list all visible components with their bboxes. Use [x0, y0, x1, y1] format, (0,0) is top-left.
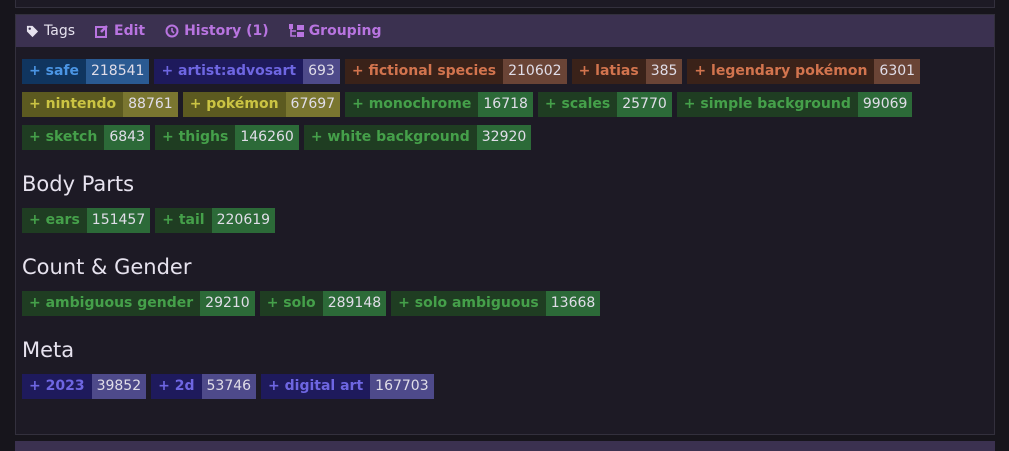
tag-name[interactable]: + ambiguous gender: [22, 291, 201, 316]
tag-general[interactable]: + ambiguous gender 29210: [22, 291, 255, 316]
tag-species[interactable]: + latias 385: [571, 59, 683, 84]
tag-count: 16718: [478, 92, 533, 117]
group-heading: Meta: [22, 338, 75, 362]
edit-icon: [95, 25, 108, 38]
tag-rating[interactable]: + safe 218541: [22, 59, 150, 84]
history-icon: [165, 24, 179, 38]
tag-name[interactable]: + ears: [22, 208, 87, 233]
tags-label: Tags: [44, 23, 75, 39]
tag-count: 151457: [86, 208, 151, 233]
tag-name[interactable]: + white background: [303, 125, 477, 150]
tag-general[interactable]: + white background 32920: [303, 125, 532, 150]
tag-count: 220619: [211, 208, 276, 233]
tag-count: 385: [645, 59, 683, 84]
tag-count: 29210: [200, 291, 255, 316]
tag-list: + safe 218541 + artist:advosart 693 + fictio…: [22, 59, 922, 150]
tag-count: 67697: [285, 92, 341, 117]
tag-origin[interactable]: + nintendo 88761: [22, 92, 178, 117]
tag-name[interactable]: + fictional species: [344, 59, 504, 84]
tag-name[interactable]: + simple background: [676, 92, 858, 117]
tag-count: 6301: [874, 59, 921, 84]
tag-species[interactable]: + fictional species 210602: [344, 59, 567, 84]
tag-count: 210602: [503, 59, 567, 84]
tag-count: 218541: [85, 59, 150, 84]
tag-general[interactable]: + tail 220619: [155, 208, 276, 233]
tag-count: 39852: [91, 374, 147, 399]
tag-origin[interactable]: + pokémon 67697: [182, 92, 341, 117]
tags-panel: Tags Edit History (1) Grouping + safe 218…: [15, 14, 995, 435]
tag-name[interactable]: + pokémon: [182, 92, 286, 117]
next-panel: [15, 441, 995, 451]
tag-general[interactable]: + monochrome 16718: [345, 92, 533, 117]
group-tag-list: + 2023 39852 + 2d 53746 + digital art 167703: [22, 374, 922, 399]
tag-general[interactable]: + scales 25770: [537, 92, 672, 117]
tag-name[interactable]: + sketch: [22, 125, 105, 150]
tag-count: 32920: [476, 125, 532, 150]
tag-meta[interactable]: + 2d 53746: [151, 374, 257, 399]
tag-count: 13668: [545, 291, 601, 316]
tag-name[interactable]: + thighs: [154, 125, 236, 150]
group-tag-list: + ears 151457 + tail 220619: [22, 208, 922, 233]
tags-title: Tags: [26, 23, 75, 39]
tag-meta[interactable]: + 2023 39852: [22, 374, 147, 399]
tag-count: 25770: [617, 92, 672, 117]
tag-icon: [26, 25, 39, 37]
grouping-icon: [288, 24, 304, 37]
history-label: History (1): [184, 23, 269, 39]
tag-name[interactable]: + latias: [571, 59, 646, 84]
edit-label: Edit: [114, 23, 146, 39]
tag-count: 6843: [104, 125, 150, 150]
tag-count: 53746: [201, 374, 257, 399]
tag-general[interactable]: + simple background 99069: [676, 92, 913, 117]
tag-name[interactable]: + safe: [22, 59, 86, 84]
tag-name[interactable]: + 2023: [22, 374, 92, 399]
tag-general[interactable]: + solo 289148: [259, 291, 387, 316]
tag-count: 693: [303, 59, 340, 84]
tag-general[interactable]: + ears 151457: [22, 208, 151, 233]
tag-name[interactable]: + scales: [537, 92, 618, 117]
tag-count: 88761: [123, 92, 178, 117]
tag-general[interactable]: + sketch 6843: [22, 125, 150, 150]
tag-meta[interactable]: + digital art 167703: [261, 374, 434, 399]
tag-artist[interactable]: + artist:advosart 693: [154, 59, 340, 84]
tag-name[interactable]: + tail: [155, 208, 212, 233]
history-link[interactable]: History (1): [165, 23, 269, 39]
tag-count: 99069: [857, 92, 913, 117]
tag-name[interactable]: + solo: [259, 291, 323, 316]
group-tag-list: + ambiguous gender 29210 + solo 289148 + sol…: [22, 291, 922, 316]
tag-name[interactable]: + artist:advosart: [154, 59, 304, 84]
tag-name[interactable]: + 2d: [151, 374, 202, 399]
edit-link[interactable]: Edit: [95, 23, 145, 39]
tag-name[interactable]: + nintendo: [22, 92, 124, 117]
tag-name[interactable]: + legendary pokémon: [687, 59, 875, 84]
previous-panel: [15, 0, 995, 8]
tag-name[interactable]: + solo ambiguous: [391, 291, 546, 316]
tag-name[interactable]: + digital art: [261, 374, 371, 399]
tag-count: 289148: [322, 291, 387, 316]
group-heading: Body Parts: [22, 172, 135, 196]
tag-name[interactable]: + monochrome: [345, 92, 479, 117]
tag-count: 167703: [370, 374, 434, 399]
grouping-link[interactable]: Grouping: [288, 23, 382, 39]
tag-species[interactable]: + legendary pokémon 6301: [687, 59, 921, 84]
tags-header: Tags Edit History (1) Grouping: [16, 15, 994, 47]
group-heading: Count & Gender: [22, 255, 192, 279]
tag-general[interactable]: + solo ambiguous 13668: [391, 291, 601, 316]
tag-count: 146260: [235, 125, 299, 150]
tag-general[interactable]: + thighs 146260: [154, 125, 299, 150]
grouping-label: Grouping: [308, 23, 382, 39]
